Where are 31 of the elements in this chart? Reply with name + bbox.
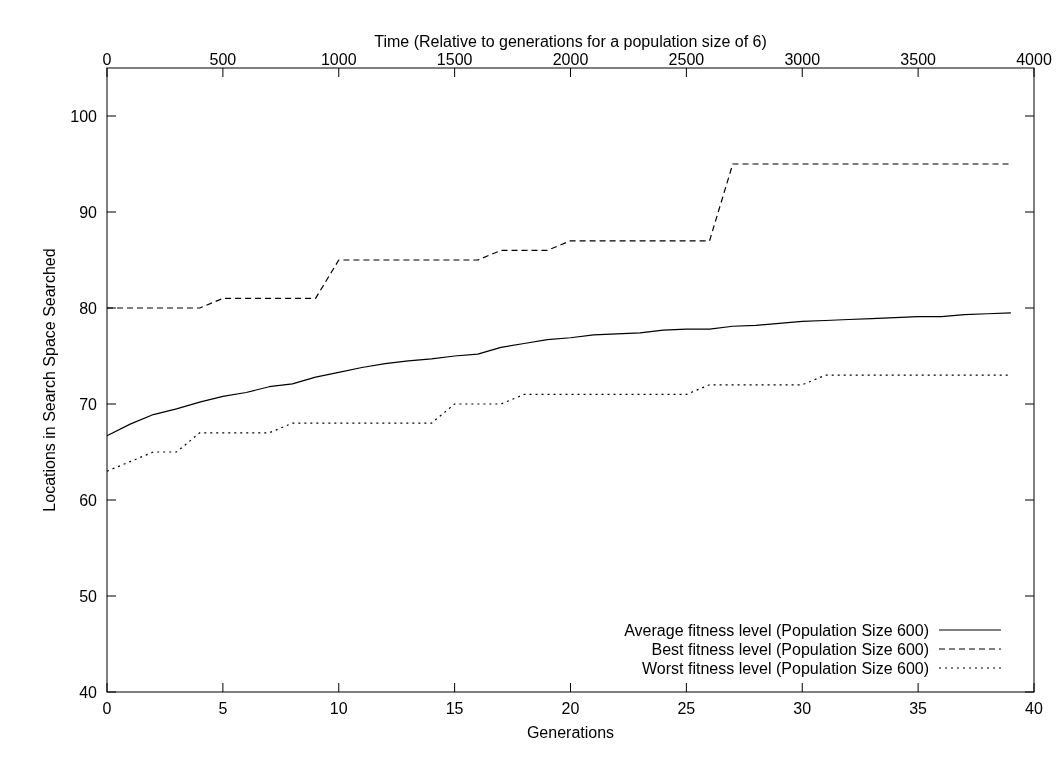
x2-tick-label: 1000 — [320, 51, 357, 68]
y-tick-label: 60 — [79, 491, 98, 509]
legend-label: Worst fitness level (Population Size 600) — [642, 659, 929, 677]
x2-tick-label: 3500 — [900, 51, 937, 68]
y-axis-title: Locations in Search Space Searched — [41, 248, 58, 512]
x2-axis-title: Time (Relative to generations for a population size of 6) — [374, 33, 767, 51]
y-tick-label: 50 — [79, 587, 98, 605]
x-tick-label: 30 — [793, 700, 812, 717]
x-tick-label: 20 — [561, 700, 580, 717]
x-tick-label: 0 — [102, 700, 112, 717]
x-tick-label: 15 — [445, 700, 464, 717]
y-tick-label: 40 — [79, 683, 98, 701]
x2-tick-label: 500 — [209, 51, 237, 68]
x2-tick-label: 3000 — [784, 51, 821, 68]
x-tick-label: 35 — [909, 700, 928, 717]
legend-label: Best fitness level (Population Size 600) — [651, 640, 929, 658]
x-tick-label: 5 — [218, 700, 228, 717]
y-tick-label: 90 — [79, 203, 98, 221]
x-tick-label: 10 — [329, 700, 348, 717]
x2-tick-label: 1500 — [436, 51, 473, 68]
x-axis-title: Generations — [526, 724, 615, 741]
x2-tick-label: 0 — [102, 51, 112, 68]
x-tick-label: 40 — [1025, 700, 1043, 717]
y-tick-label: 100 — [70, 107, 98, 125]
x2-tick-label: 2500 — [668, 51, 705, 68]
y-tick-label: 70 — [79, 395, 98, 413]
legend-label: Average fitness level (Population Size 600) — [624, 621, 929, 639]
y-tick-label: 80 — [79, 299, 98, 317]
x-tick-label: 25 — [677, 700, 696, 717]
x2-tick-label: 2000 — [552, 51, 589, 68]
x2-tick-label: 4000 — [1016, 51, 1052, 68]
